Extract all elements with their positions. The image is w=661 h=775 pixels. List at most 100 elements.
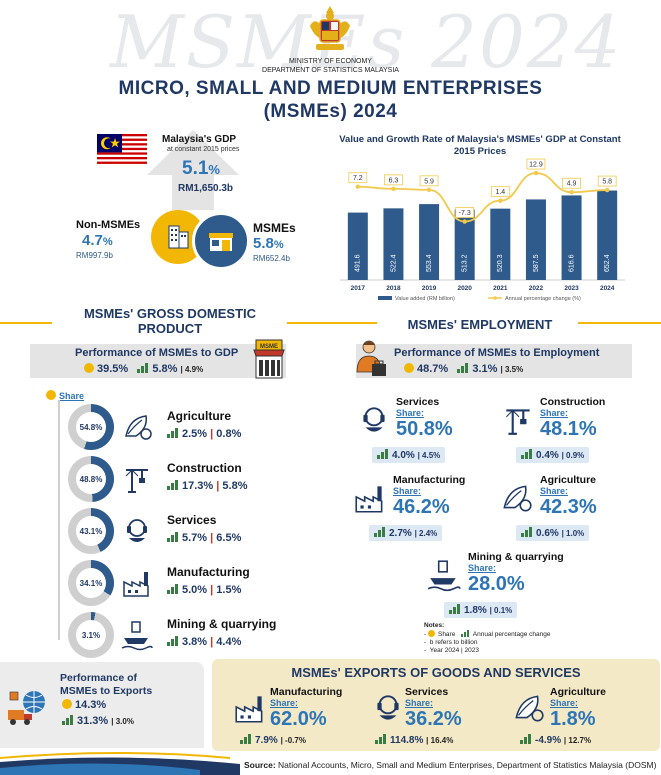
gdp-section-title-line2: PRODUCT xyxy=(137,321,203,336)
exp-growth-manufacturing: 7.9% | -0.7% xyxy=(240,734,306,746)
exp-services-icon xyxy=(377,695,399,720)
growth-label-2018: 6.3 xyxy=(389,177,399,184)
emp-sector-name-agriculture: Agriculture xyxy=(540,474,597,486)
exports-perf-title: Performance of MSMEs to Exports xyxy=(60,672,152,698)
growth-chart-icon xyxy=(167,584,178,594)
manufacturing-icon xyxy=(123,572,149,597)
legend-bar-swatch xyxy=(378,296,392,300)
emp-share-label-agriculture: Share: xyxy=(540,486,569,496)
bar-2022 xyxy=(525,199,546,280)
emp-construction-icon xyxy=(505,409,530,435)
exp-share-label-manufacturing: Share: xyxy=(270,698,299,708)
bar-2018 xyxy=(383,208,404,280)
growth-point-2018 xyxy=(391,186,396,192)
gdp-sector-name-agriculture: Agriculture xyxy=(167,409,232,423)
gdp-label: Malaysia's GDP xyxy=(162,134,237,145)
agriculture-icon xyxy=(125,415,152,440)
bar-2019 xyxy=(419,204,440,280)
msme-store-icon: MSME xyxy=(253,339,285,379)
notes-growth-icon xyxy=(460,630,469,637)
bar-label-2022: 587.5 xyxy=(533,254,540,272)
construction-icon xyxy=(125,469,148,493)
legend-bar-label: Value added (RM billion) xyxy=(395,296,455,302)
growth-label-2021: 1.4 xyxy=(495,189,505,196)
growth-point-2017 xyxy=(355,184,361,189)
growth-label-box-2023 xyxy=(562,177,581,189)
divider-middle xyxy=(287,322,377,324)
page-title-line1: MICRO, SMALL AND MEDIUM ENTERPRISES xyxy=(118,78,543,99)
emp-share-services: 50.8% xyxy=(396,418,453,440)
exp-growth-services: 114.8% | 16.4% xyxy=(375,734,453,746)
bar-label-2023: 616.6 xyxy=(568,254,575,272)
exports-perf-line2: MSMEs to Exports xyxy=(60,685,153,697)
msme-growth: 5.8% xyxy=(253,235,284,252)
bar-2020 xyxy=(454,209,475,280)
growth-label-2019: 5.9 xyxy=(424,178,434,185)
emp-share-manufacturing: 46.2% xyxy=(393,496,450,518)
emp-agriculture-icon xyxy=(503,485,532,512)
notes-billion: - b refers to billion xyxy=(424,639,478,646)
share-legend-icon xyxy=(46,390,56,400)
gdp-sector-name-mining-quarrying: Mining & quarrying xyxy=(167,617,277,631)
growth-chart-icon xyxy=(137,363,149,373)
emp-share-label-manufacturing: Share: xyxy=(393,486,422,496)
notes-title: Notes: xyxy=(424,622,445,629)
emp-share-label-construction: Share: xyxy=(540,408,569,418)
gdp-section-title: MSMEs' GROSS DOMESTIC PRODUCT xyxy=(50,306,290,336)
exp-share-label-services: Share: xyxy=(405,698,434,708)
gdp-sub: at constant 2015 prices xyxy=(167,146,240,153)
emp-sector-name-mining-quarrying: Mining & quarrying xyxy=(468,551,564,563)
growth-chart-icon xyxy=(167,480,178,490)
growth-point-2024 xyxy=(604,187,610,193)
exports-sectors-panel xyxy=(212,659,660,751)
exp-sector-name-agriculture: Agriculture xyxy=(550,686,607,698)
exp-sector-name-manufacturing: Manufacturing xyxy=(270,686,343,698)
gdp-sector-values-construction: 17.3% | 5.8% xyxy=(167,480,247,492)
share-icon xyxy=(84,363,94,373)
gdp-donut-label-construction: 48.8% xyxy=(76,464,106,494)
emp-perf-panel xyxy=(356,344,632,378)
x-label-2024: 2024 xyxy=(600,285,615,292)
emp-growth-chip-mining-quarrying: 1.8% | 0.1% xyxy=(444,602,518,618)
legend-line-label: Annual percentage change (%) xyxy=(505,296,581,302)
exp-sector-name-services: Services xyxy=(405,686,449,698)
emp-share-label-mining-quarrying: Share: xyxy=(468,563,497,573)
gdp-sector-values-agriculture: 2.5% | 0.8% xyxy=(167,428,241,440)
gdp-donut-label-mining-quarrying: 3.1% xyxy=(76,620,106,650)
exports-perf-share: 14.3% xyxy=(62,699,106,711)
gdp-sector-name-manufacturing: Manufacturing xyxy=(167,565,250,579)
malaysia-flag-icon xyxy=(97,134,147,166)
msme-store-sign: MSME xyxy=(260,344,278,350)
x-label-2019: 2019 xyxy=(422,285,437,292)
growth-label-2024: 5.8 xyxy=(602,179,612,186)
building-icon xyxy=(168,225,189,249)
bar-2021 xyxy=(490,208,511,280)
growth-chart-icon xyxy=(377,449,388,459)
emp-growth-chart-icon xyxy=(457,363,469,373)
chart-title: Value and Growth Rate of Malaysia's MSME… xyxy=(339,134,621,157)
source-label: Source: xyxy=(244,760,276,770)
bar-label-2017: 491.6 xyxy=(355,254,362,272)
emp-share-mining-quarrying: 28.0% xyxy=(468,573,525,595)
x-label-2023: 2023 xyxy=(564,285,579,292)
growth-arrow-stem xyxy=(172,174,214,210)
exp-share-manufacturing: 62.0% xyxy=(270,708,327,730)
notes-share-row: - Share Annual percentage change xyxy=(424,630,551,638)
growth-chart-icon xyxy=(521,449,532,459)
growth-label-2022: 12.9 xyxy=(529,162,543,169)
bar-label-2024: 652.4 xyxy=(604,254,611,272)
bar-2024 xyxy=(597,190,618,280)
gdp-growth: 5.1% xyxy=(182,158,220,179)
msme-gdp-chart: 491.6 522.4 553.4 513.2 520.3 587.5 616.6 652.4… xyxy=(340,158,625,302)
x-label-2017: 2017 xyxy=(351,285,366,292)
x-label-2021: 2021 xyxy=(493,285,508,292)
bar-label-2020: 513.2 xyxy=(462,254,469,272)
ministry-line2: DEPARTMENT OF STATISTICS MALAYSIA xyxy=(262,67,399,74)
share-legend-label: Share xyxy=(59,391,85,401)
growth-chart-icon xyxy=(167,636,178,646)
gdp-value: RM1,650.3b xyxy=(178,183,234,194)
emp-services-icon xyxy=(363,407,385,432)
emp-share-icon xyxy=(404,363,414,373)
emp-sector-name-manufacturing: Manufacturing xyxy=(393,474,466,486)
notes-share-icon xyxy=(427,630,435,637)
